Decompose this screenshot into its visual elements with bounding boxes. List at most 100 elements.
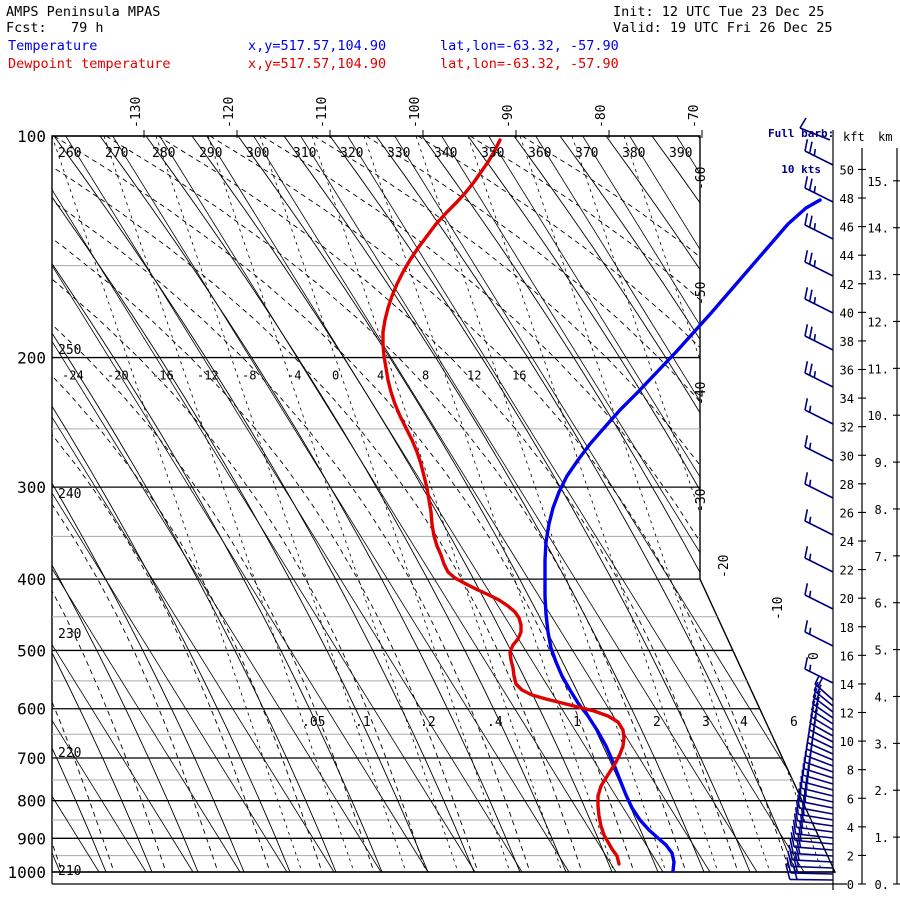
moist-adiabat-label-8: 8 (422, 369, 429, 383)
kft-tick-6: 6 (847, 792, 854, 806)
kft-tick-32: 32 (840, 421, 854, 435)
wind-barb (804, 398, 834, 425)
km-tick-7: 7. (875, 550, 889, 564)
forecast-hour: Fcst: 79 h (6, 20, 104, 36)
wind-barb (793, 813, 834, 833)
mixing-ratio-label-p4: .4 (487, 715, 503, 730)
kft-tick-36: 36 (840, 364, 854, 378)
pressure-tick-700: 700 (17, 749, 46, 768)
wind-barb (804, 361, 834, 388)
km-axis-title: km (878, 130, 893, 144)
kft-tick-46: 46 (840, 221, 854, 235)
wind-barb (792, 819, 834, 839)
isotherm-right-label-neg30: -30 (694, 489, 709, 512)
km-tick-3: 3. (875, 737, 889, 751)
dewpoint-legend-label: Dewpoint temperature (8, 56, 171, 72)
kft-tick-14: 14 (840, 678, 854, 692)
kft-tick-10: 10 (840, 735, 854, 749)
km-tick-15: 15. (867, 175, 889, 189)
theta-label-270: 270 (105, 146, 128, 161)
kft-tick-8: 8 (847, 764, 854, 778)
theta-label-350: 350 (481, 146, 504, 161)
kft-tick-48: 48 (840, 192, 854, 206)
sounding-curves (381, 138, 822, 873)
isotherm-top-label-neg130: -130 (129, 97, 144, 128)
temperature-latlon: lat,lon=-63.32, -57.90 (440, 38, 619, 54)
mixing-ratio-labels: .05 .1 .2 .4 1 2 3 4 6 (302, 715, 798, 730)
km-tick-8: 8. (875, 503, 889, 517)
km-tick-9: 9. (875, 456, 889, 470)
moist-adiabat-label-16: 16 (512, 369, 526, 383)
km-tick-1: 1. (875, 831, 889, 845)
sounding-curve-dewpoint (381, 138, 626, 866)
kft-tick-18: 18 (840, 621, 854, 635)
wind-barb (810, 700, 834, 725)
wind-barb (804, 139, 834, 166)
kft-axis-title: kft (843, 130, 865, 144)
isotherm-top-label-neg100: -100 (408, 97, 423, 128)
kft-tick-38: 38 (840, 335, 854, 349)
theta-label-310: 310 (293, 146, 316, 161)
moist-adiabat-label-neg24: -24 (62, 369, 84, 383)
theta-label-300: 300 (246, 146, 269, 161)
pressure-tick-900: 900 (17, 829, 46, 848)
kft-tick-50: 50 (840, 163, 854, 177)
km-tick-11: 11. (867, 362, 889, 376)
isotherm-top-labels: -130 -120 -110 -100 -90 -80 -70 (129, 97, 703, 138)
isotherm-top-label-neg110: -110 (315, 97, 330, 128)
isotherm-right-label-neg40: -40 (694, 382, 709, 405)
theta-left-label-250: 250 (58, 343, 81, 358)
theta-label-370: 370 (575, 146, 598, 161)
wind-barb (804, 546, 834, 573)
km-tick-6: 6. (875, 597, 889, 611)
wind-barb (804, 213, 834, 240)
wind-barb (800, 775, 834, 797)
mixing-ratio-label-p1: .1 (355, 715, 371, 730)
pressure-tick-200: 200 (17, 349, 46, 368)
moist-adiabat-label-neg4: -4 (287, 369, 301, 383)
full-barb-line2: 10 kts (781, 163, 821, 176)
kft-tick-12: 12 (840, 707, 854, 721)
dewpoint-xy: x,y=517.57,104.90 (248, 56, 387, 72)
isotherm-right-label-neg20: -20 (717, 555, 732, 578)
wind-barb (804, 324, 834, 351)
kft-tick-2: 2 (847, 849, 854, 863)
wind-barb (813, 681, 834, 707)
pressure-tick-300: 300 (17, 478, 46, 497)
temperature-xy: x,y=517.57,104.90 (248, 38, 387, 54)
isotherm-right-label-neg60: -60 (694, 167, 709, 190)
mixing-ratio-label-2: 2 (653, 715, 661, 730)
kft-tick-28: 28 (840, 478, 854, 492)
temperature-legend-label: Temperature (8, 38, 98, 54)
pressure-tick-400: 400 (17, 570, 46, 589)
theta-label-320: 320 (340, 146, 363, 161)
sounding-curve-temperature (543, 198, 822, 873)
isotherm-right-labels: -60 -50 -40 -30 -20 -10 0 (694, 167, 822, 660)
pressure-tick-100: 100 (17, 127, 46, 146)
init-time: Init: 12 UTC Tue 23 Dec 25 (613, 4, 825, 20)
wind-barb (804, 657, 834, 684)
wind-barb (804, 620, 834, 647)
dewpoint-latlon: lat,lon=-63.32, -57.90 (440, 56, 619, 72)
isotherm-top-label-neg90: -90 (501, 105, 516, 128)
wind-barb (787, 850, 834, 869)
kft-tick-0: 0 (847, 878, 854, 892)
mixing-ratio-label-6: 6 (790, 715, 798, 730)
moist-adiabat-label-neg20: -20 (107, 369, 129, 383)
pressure-tick-1000: 1000 (7, 863, 46, 882)
wind-barb (811, 694, 834, 719)
kft-tick-26: 26 (840, 506, 854, 520)
wind-barb (804, 583, 834, 610)
theta-label-380: 380 (622, 146, 645, 161)
wind-barb (786, 857, 834, 875)
kft-tick-30: 30 (840, 449, 854, 463)
theta-label-340: 340 (434, 146, 457, 161)
theta-label-390: 390 (669, 146, 692, 161)
wind-barb (804, 287, 834, 314)
isotherm-top-label-neg70: -70 (687, 105, 702, 128)
mixing-ratio-label-p2: .2 (420, 715, 436, 730)
kft-tick-42: 42 (840, 278, 854, 292)
pressure-tick-600: 600 (17, 700, 46, 719)
kft-tick-4: 4 (847, 821, 854, 835)
theta-labels: 260 270 280 290 300 310 320 330 340 350 360 370 380 3… (58, 146, 692, 161)
